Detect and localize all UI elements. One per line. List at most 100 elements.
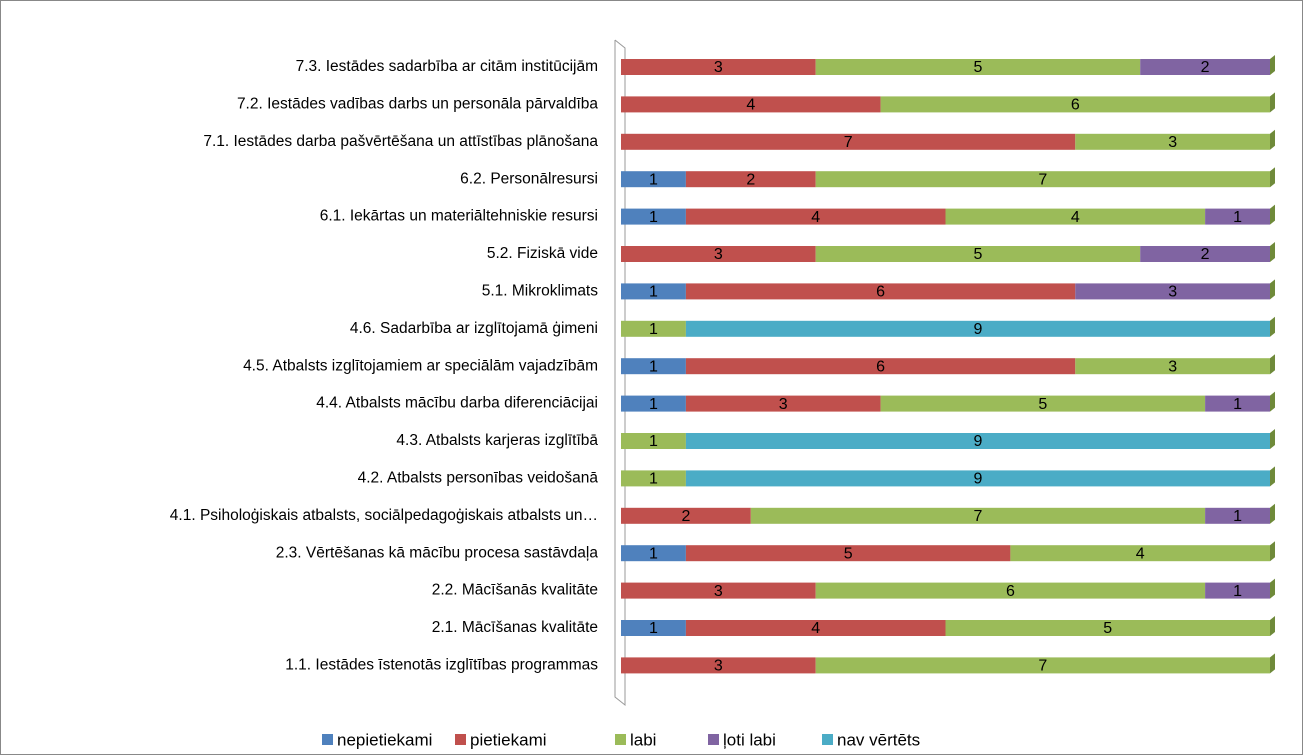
bar-segment	[621, 358, 686, 375]
data-label: 5	[973, 246, 982, 263]
data-label: 3	[714, 658, 723, 675]
legend-label: nepietiekami	[337, 730, 432, 749]
data-label: 4	[1136, 545, 1145, 562]
bar-end	[1270, 541, 1275, 562]
data-label: 6	[876, 358, 885, 375]
bar-segment	[621, 246, 816, 262]
legend-swatch	[708, 734, 719, 745]
bar-segment	[621, 320, 686, 337]
bar-segment	[685, 545, 1011, 562]
bar-end	[1270, 354, 1275, 375]
bar-segment	[750, 507, 1206, 524]
data-label: 9	[973, 471, 982, 488]
data-label: 7	[844, 134, 853, 151]
data-label: 1	[649, 433, 658, 450]
bar-segment	[621, 620, 686, 636]
bar-segment	[685, 395, 881, 412]
bar-segment	[621, 171, 686, 188]
category-label: 4.2. Atbalsts personības veidošanā	[358, 469, 599, 486]
legend-label: nav vērtēts	[837, 730, 920, 749]
bar-segment	[1075, 283, 1270, 300]
bar-segment	[1205, 208, 1270, 225]
category-label: 2.1. Mācīšanas kvalitāte	[432, 619, 598, 636]
bar-segment	[621, 582, 816, 599]
category-label: 2.3. Vērtēšanas kā mācību procesa sastāv…	[276, 544, 599, 561]
bar-segment	[1140, 59, 1270, 75]
data-label: 1	[1233, 508, 1242, 525]
category-label: 4.1. Psiholoģiskais atbalsts, sociālpeda…	[170, 507, 598, 524]
data-label: 4	[811, 209, 820, 226]
data-label: 9	[973, 433, 982, 450]
data-label: 3	[1168, 134, 1177, 151]
data-label: 3	[1168, 358, 1177, 375]
bar-segment	[685, 470, 1270, 487]
legend-label: pietiekami	[470, 730, 547, 749]
data-label: 4	[1071, 209, 1080, 226]
bar-segment	[621, 133, 1076, 150]
data-label: 5	[844, 545, 853, 562]
bar-segment	[621, 208, 686, 225]
data-label: 1	[649, 209, 658, 226]
data-label: 1	[649, 284, 658, 301]
bar-segment	[1205, 507, 1270, 524]
data-label: 3	[714, 583, 723, 600]
bar-segment	[621, 470, 686, 487]
legend-swatch	[455, 734, 466, 745]
data-label: 6	[1006, 583, 1015, 600]
data-label: 5	[973, 59, 982, 76]
category-label: 7.3. Iestādes sadarbība ar citām institū…	[296, 58, 598, 75]
bar-segment	[621, 96, 881, 113]
data-label: 7	[973, 508, 982, 525]
bar-end	[1270, 316, 1275, 337]
data-label: 1	[649, 620, 658, 637]
bar-segment	[815, 171, 1270, 188]
bar-end	[1270, 653, 1275, 674]
data-label: 3	[714, 246, 723, 263]
data-label: 9	[973, 321, 982, 338]
bar-segment	[685, 283, 1076, 300]
y-axis	[614, 39, 626, 707]
category-label: 4.4. Atbalsts mācību darba diferenciācij…	[316, 395, 598, 412]
legend-label: ļoti labi	[723, 730, 776, 749]
bar-segment	[880, 96, 1270, 113]
category-label: 6.2. Personālresursi	[460, 170, 598, 187]
category-label: 5.1. Mikroklimats	[482, 282, 599, 299]
bar-segment	[685, 320, 1270, 337]
data-label: 1	[1233, 583, 1242, 600]
bar-end	[1270, 466, 1275, 487]
category-label: 2.2. Mācīšanās kvalitāte	[432, 582, 598, 599]
category-label: 1.1. Iestādes īstenotās izglītības progr…	[285, 656, 598, 673]
bar-segment	[621, 59, 816, 75]
bar-segment	[685, 171, 816, 188]
legend-swatch	[615, 734, 626, 745]
bar-end	[1270, 55, 1275, 75]
bar-segment	[685, 208, 946, 225]
legend-swatch	[822, 734, 833, 745]
bar-end	[1270, 429, 1275, 449]
bar-segment	[621, 283, 686, 300]
legend-swatch	[322, 734, 333, 745]
bar-segment	[945, 620, 1270, 636]
bar-segment	[1010, 545, 1270, 562]
data-label: 6	[876, 284, 885, 301]
bar-segment	[1205, 395, 1270, 412]
bar-segment	[685, 620, 946, 636]
category-label: 5.2. Fiziskā vide	[487, 245, 598, 262]
bar-segment	[1205, 582, 1270, 599]
data-label: 4	[746, 97, 755, 114]
data-label: 1	[1233, 209, 1242, 226]
data-label: 2	[1201, 59, 1210, 76]
category-label: 4.3. Atbalsts karjeras izglītībā	[396, 432, 598, 449]
bar-segment	[1140, 246, 1270, 262]
data-label: 6	[1071, 97, 1080, 114]
category-label: 6.1. Iekārtas un materiāltehniskie resur…	[320, 208, 598, 225]
bar-end	[1270, 503, 1275, 524]
bar-segment	[621, 657, 816, 674]
data-label: 4	[811, 620, 820, 637]
data-label: 3	[714, 59, 723, 76]
data-label: 5	[1103, 620, 1112, 637]
legend-label: labi	[630, 730, 656, 749]
bar-segment	[815, 246, 1141, 262]
data-label: 7	[1038, 658, 1047, 675]
